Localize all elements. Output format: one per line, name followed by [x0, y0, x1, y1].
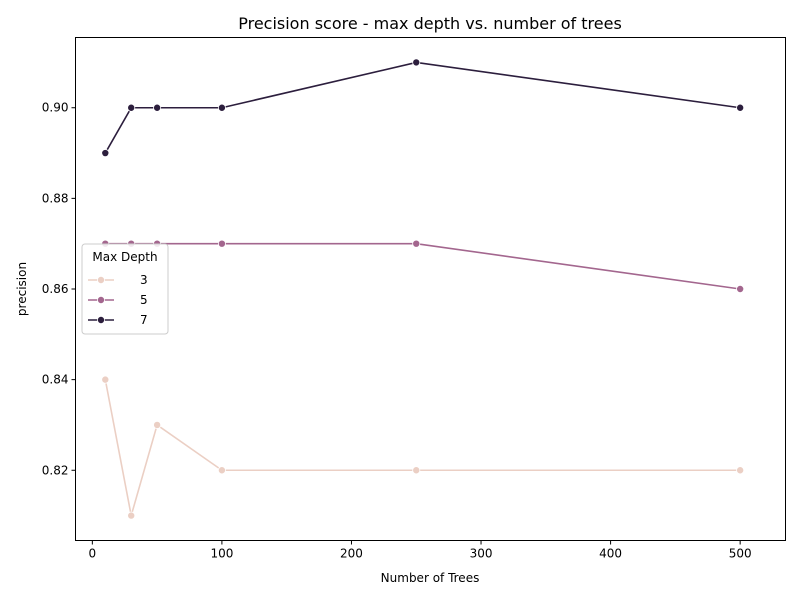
legend-item-7: 7 — [88, 313, 148, 327]
data-point — [127, 103, 136, 112]
legend-label: 5 — [140, 293, 148, 307]
data-point — [412, 466, 421, 475]
data-point — [153, 420, 162, 429]
legend-label: 3 — [140, 273, 148, 287]
x-tick-label: 500 — [729, 547, 752, 561]
x-tick-label: 400 — [599, 547, 622, 561]
x-tick-label: 100 — [210, 547, 233, 561]
data-point — [412, 239, 421, 248]
legend-title: Max Depth — [92, 250, 157, 264]
data-point — [127, 511, 136, 520]
x-tick-label: 0 — [89, 547, 97, 561]
x-axis-label: Number of Trees — [381, 571, 480, 585]
legend-label: 7 — [140, 313, 148, 327]
legend-marker — [97, 315, 106, 324]
data-point — [412, 58, 421, 67]
data-point — [153, 103, 162, 112]
legend-marker — [97, 275, 106, 284]
data-point — [217, 239, 226, 248]
series-line — [105, 242, 741, 290]
data-point — [217, 103, 226, 112]
series-5 — [101, 239, 745, 293]
y-tick-label: 0.90 — [42, 101, 69, 115]
x-tick-label: 300 — [470, 547, 493, 561]
legend-item-3: 3 — [88, 273, 148, 287]
data-point — [736, 466, 745, 475]
y-tick-label: 0.84 — [42, 373, 69, 387]
series-line — [104, 379, 741, 516]
plot-area — [101, 58, 745, 520]
data-point — [101, 149, 110, 158]
series-3 — [101, 375, 745, 520]
legend: Max Depth 3 5 7 — [81, 243, 169, 335]
data-point — [101, 375, 110, 384]
data-point — [736, 284, 745, 293]
legend-marker — [97, 295, 106, 304]
chart-title: Precision score - max depth vs. number o… — [238, 14, 622, 33]
legend-box — [81, 243, 169, 335]
data-point — [217, 466, 226, 475]
series-line — [104, 61, 741, 154]
y-tick-label: 0.88 — [42, 191, 69, 205]
y-tick-label: 0.82 — [42, 463, 69, 477]
legend-item-5: 5 — [88, 293, 148, 307]
series-7 — [101, 58, 745, 158]
data-point — [736, 103, 745, 112]
y-tick-label: 0.86 — [42, 282, 69, 296]
x-axis: 0 100 200 300 400 500 — [89, 540, 752, 561]
x-tick-label: 200 — [340, 547, 363, 561]
y-axis-label: precision — [15, 262, 29, 316]
plot-frame — [75, 37, 786, 541]
y-axis: 0.82 0.84 0.86 0.88 0.90 — [42, 101, 76, 477]
